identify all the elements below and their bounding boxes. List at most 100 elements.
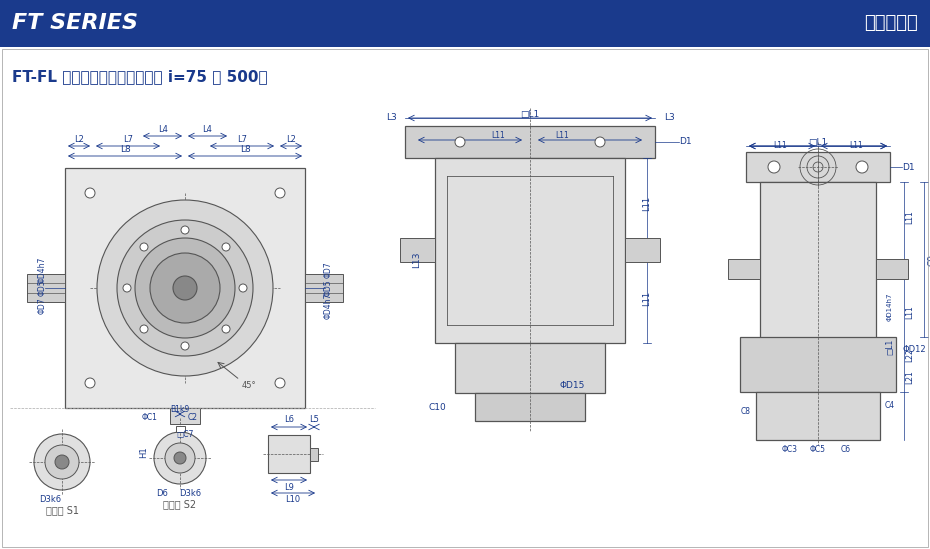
Text: L7: L7 [123, 135, 133, 143]
Text: L11: L11 [906, 305, 914, 319]
Text: ΦD5: ΦD5 [37, 279, 47, 296]
Circle shape [275, 188, 285, 198]
Text: B1k9: B1k9 [170, 406, 190, 414]
Text: D1: D1 [679, 137, 691, 147]
Bar [400, 238, 435, 262]
Text: L11: L11 [643, 195, 652, 211]
Circle shape [55, 455, 69, 469]
Text: L11: L11 [555, 132, 569, 141]
Text: L2: L2 [286, 135, 296, 143]
Text: L11: L11 [643, 290, 652, 306]
Text: L4: L4 [158, 125, 168, 133]
Text: □L1: □L1 [885, 339, 895, 355]
Text: C10: C10 [428, 402, 445, 412]
Text: ΦD5: ΦD5 [324, 279, 333, 296]
Text: L8: L8 [240, 144, 250, 154]
Text: ΦD12: ΦD12 [902, 345, 925, 354]
Text: H1: H1 [140, 446, 149, 458]
Text: L3: L3 [664, 114, 674, 122]
Text: □L1: □L1 [521, 109, 539, 119]
Bar [65, 168, 305, 408]
Circle shape [140, 243, 148, 251]
Text: D3k6: D3k6 [179, 489, 201, 497]
Text: L3: L3 [386, 114, 396, 122]
Text: D3k6: D3k6 [39, 495, 61, 503]
Bar [756, 392, 880, 440]
Bar [760, 182, 876, 357]
Text: ΦD4h7: ΦD4h7 [37, 257, 47, 283]
Bar [176, 426, 184, 432]
Bar [305, 274, 343, 302]
Bar [310, 447, 318, 461]
Text: FT SERIES: FT SERIES [12, 13, 138, 33]
Circle shape [154, 432, 206, 484]
Bar [435, 158, 625, 343]
Text: L4: L4 [202, 125, 212, 133]
Text: 轴型式 S2: 轴型式 S2 [164, 499, 196, 509]
Text: ΦD14h7: ΦD14h7 [887, 293, 893, 321]
Text: L5: L5 [309, 416, 319, 424]
Text: ΦD7: ΦD7 [37, 298, 47, 315]
Bar [625, 238, 660, 262]
Text: L9: L9 [284, 483, 294, 491]
Bar [876, 259, 908, 279]
Text: L8: L8 [120, 144, 130, 154]
Text: C9: C9 [927, 254, 930, 266]
Text: ΦC5: ΦC5 [810, 445, 826, 455]
Circle shape [135, 238, 235, 338]
Circle shape [34, 434, 90, 490]
Circle shape [275, 378, 285, 388]
Text: L11: L11 [849, 142, 863, 150]
Circle shape [595, 137, 605, 147]
Text: L13: L13 [413, 251, 421, 268]
Text: ΦC3: ΦC3 [782, 445, 798, 455]
Circle shape [45, 445, 79, 479]
Text: C2: C2 [188, 413, 198, 423]
Text: L2: L2 [74, 135, 84, 143]
Circle shape [97, 200, 273, 376]
Text: L11: L11 [773, 142, 787, 150]
Circle shape [140, 325, 148, 333]
Circle shape [222, 243, 230, 251]
Text: ΦD4h7: ΦD4h7 [324, 293, 333, 319]
Circle shape [181, 226, 189, 234]
Text: C8: C8 [741, 407, 751, 417]
Circle shape [173, 276, 197, 300]
Bar [170, 408, 200, 424]
Circle shape [117, 220, 253, 356]
Circle shape [455, 137, 465, 147]
Circle shape [222, 325, 230, 333]
Text: L21: L21 [906, 370, 914, 384]
Circle shape [768, 161, 780, 173]
Bar [405, 126, 655, 158]
Bar [740, 337, 896, 392]
Bar [268, 435, 310, 473]
Text: L10: L10 [286, 496, 300, 505]
Text: L11: L11 [906, 210, 914, 224]
Circle shape [123, 284, 131, 292]
Text: L22: L22 [906, 348, 914, 362]
Text: 45°: 45° [242, 382, 257, 390]
Text: C6: C6 [841, 445, 851, 455]
Text: ΦD15: ΦD15 [559, 380, 585, 389]
Text: 轴型式 S1: 轴型式 S1 [46, 505, 78, 515]
Circle shape [239, 284, 247, 292]
Bar [455, 343, 605, 393]
Circle shape [856, 161, 868, 173]
Circle shape [174, 452, 186, 464]
Circle shape [181, 342, 189, 350]
Text: ΦC1: ΦC1 [142, 413, 158, 423]
Bar [475, 393, 585, 421]
Text: L6: L6 [284, 416, 294, 424]
Bar [728, 259, 760, 279]
Text: D6: D6 [156, 489, 168, 497]
Text: L11: L11 [491, 132, 505, 141]
Bar [746, 152, 890, 182]
Circle shape [150, 253, 220, 323]
Text: L7: L7 [237, 135, 247, 143]
Text: 行星减速机: 行星减速机 [864, 14, 918, 32]
Text: C4: C4 [885, 401, 895, 411]
Text: □C7: □C7 [177, 429, 193, 439]
Circle shape [85, 378, 95, 388]
Text: FT-FL 系列尺寸（三级，减速比 i=75 ～ 500）: FT-FL 系列尺寸（三级，减速比 i=75 ～ 500） [12, 69, 268, 83]
